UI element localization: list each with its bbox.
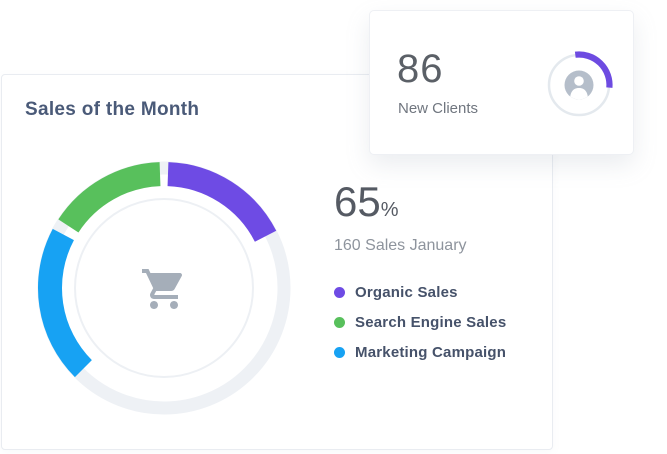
- percent-sign: %: [380, 199, 399, 221]
- legend-dot: [334, 346, 345, 358]
- new-clients-card: 86 New Clients: [369, 10, 634, 155]
- shopping-cart-icon: [142, 269, 182, 309]
- new-clients-progress-ring: [547, 51, 613, 117]
- donut-segment[interactable]: [167, 162, 277, 242]
- legend-label: Marketing Campaign: [355, 343, 507, 361]
- new-clients-value: 86: [397, 47, 444, 91]
- legend-item[interactable]: Search Engine Sales: [334, 307, 506, 337]
- sales-subtitle: 160 Sales January: [334, 237, 467, 254]
- legend-label: Search Engine Sales: [355, 313, 507, 331]
- legend-label: Organic Sales: [355, 283, 458, 301]
- sales-stats: 65% 160 Sales January Organic Sales Searc…: [334, 181, 506, 367]
- sales-percentage-value: 65: [334, 178, 381, 225]
- legend-dot: [334, 286, 345, 298]
- person-avatar-icon: [564, 70, 594, 100]
- progress-ring-arc: [574, 51, 613, 88]
- legend-item[interactable]: Organic Sales: [334, 277, 506, 307]
- card-title: Sales of the Month: [25, 99, 200, 120]
- donut-inner-ring: [74, 198, 254, 378]
- chart-legend: Organic Sales Search Engine Sales Marketin…: [334, 277, 506, 367]
- donut-segment[interactable]: [58, 162, 161, 233]
- legend-dot: [334, 316, 345, 328]
- donut-segment[interactable]: [38, 228, 93, 378]
- new-clients-label: New Clients: [398, 100, 479, 117]
- sales-percentage: 65%: [334, 181, 506, 231]
- sales-donut-chart: [37, 161, 291, 415]
- legend-item[interactable]: Marketing Campaign: [334, 337, 506, 367]
